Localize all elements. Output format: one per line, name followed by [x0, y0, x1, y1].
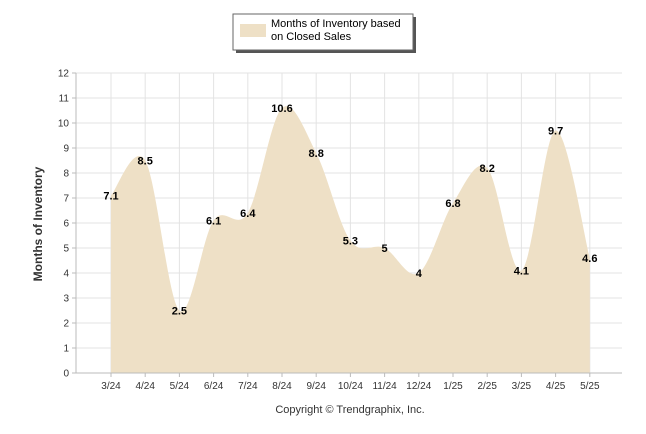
x-tick-label: 10/24	[338, 381, 363, 392]
x-tick-label: 9/24	[306, 381, 326, 392]
y-tick-label: 0	[63, 369, 69, 380]
data-label: 10.6	[271, 103, 292, 115]
y-tick-label: 11	[59, 94, 70, 105]
x-tick-label: 8/24	[272, 381, 292, 392]
x-tick-label: 5/24	[170, 381, 190, 392]
y-tick-label: 10	[58, 119, 70, 130]
y-tick-label: 8	[63, 169, 69, 180]
data-label: 5	[382, 243, 388, 255]
data-label: 7.1	[103, 191, 118, 203]
data-label: 2.5	[172, 306, 187, 318]
x-tick-label: 1/25	[443, 381, 463, 392]
y-tick-label: 5	[63, 244, 69, 255]
data-label: 8.5	[138, 156, 153, 168]
data-label: 5.3	[343, 236, 358, 248]
data-label: 6.8	[445, 198, 460, 210]
legend-line-1: Months of Inventory based	[271, 18, 401, 30]
x-axis-ticks: 3/24 4/24 5/24 6/24 7/24 8/24 9/24 10/24 11/24 12…	[101, 373, 600, 392]
x-tick-label: 5/25	[580, 381, 600, 392]
x-tick-label: 3/24	[101, 381, 121, 392]
copyright-text: Copyright © Trendgraphix, Inc.	[275, 404, 424, 416]
x-tick-label: 3/25	[512, 381, 532, 392]
y-tick-label: 4	[63, 269, 69, 280]
legend-line-2: on Closed Sales	[271, 31, 352, 43]
y-tick-label: 1	[63, 344, 69, 355]
x-tick-label: 12/24	[406, 381, 431, 392]
x-axis	[75, 73, 622, 374]
legend: Months of Inventory based on Closed Sale…	[232, 13, 416, 53]
x-tick-label: 6/24	[204, 381, 224, 392]
data-label: 6.1	[206, 216, 221, 228]
y-tick-label: 7	[63, 194, 69, 205]
legend-swatch	[240, 24, 266, 37]
data-label: 9.7	[548, 126, 563, 138]
x-tick-label: 2/25	[477, 381, 497, 392]
x-tick-label: 4/25	[546, 381, 566, 392]
x-tick-label: 11/24	[372, 381, 397, 392]
inventory-area	[111, 106, 590, 373]
data-labels: 7.1 8.5 2.5 6.1 6.4 10.6 8.8 5.3 5 4 6.8 8.2 4.1 9.7 4…	[103, 103, 597, 318]
y-tick-label: 12	[58, 69, 70, 80]
x-tick-label: 4/24	[135, 381, 155, 392]
y-tick-label: 6	[63, 219, 69, 230]
y-axis-label: Months of Inventory	[31, 166, 45, 281]
y-tick-label: 9	[63, 144, 69, 155]
y-tick-label: 2	[63, 319, 69, 330]
data-label: 4	[416, 268, 423, 280]
y-tick-label: 3	[63, 294, 69, 305]
x-tick-label: 7/24	[238, 381, 258, 392]
data-label: 6.4	[240, 208, 256, 220]
data-label: 4.6	[582, 253, 597, 265]
data-label: 8.2	[480, 163, 495, 175]
data-label: 8.8	[309, 148, 324, 160]
data-label: 4.1	[514, 266, 529, 278]
